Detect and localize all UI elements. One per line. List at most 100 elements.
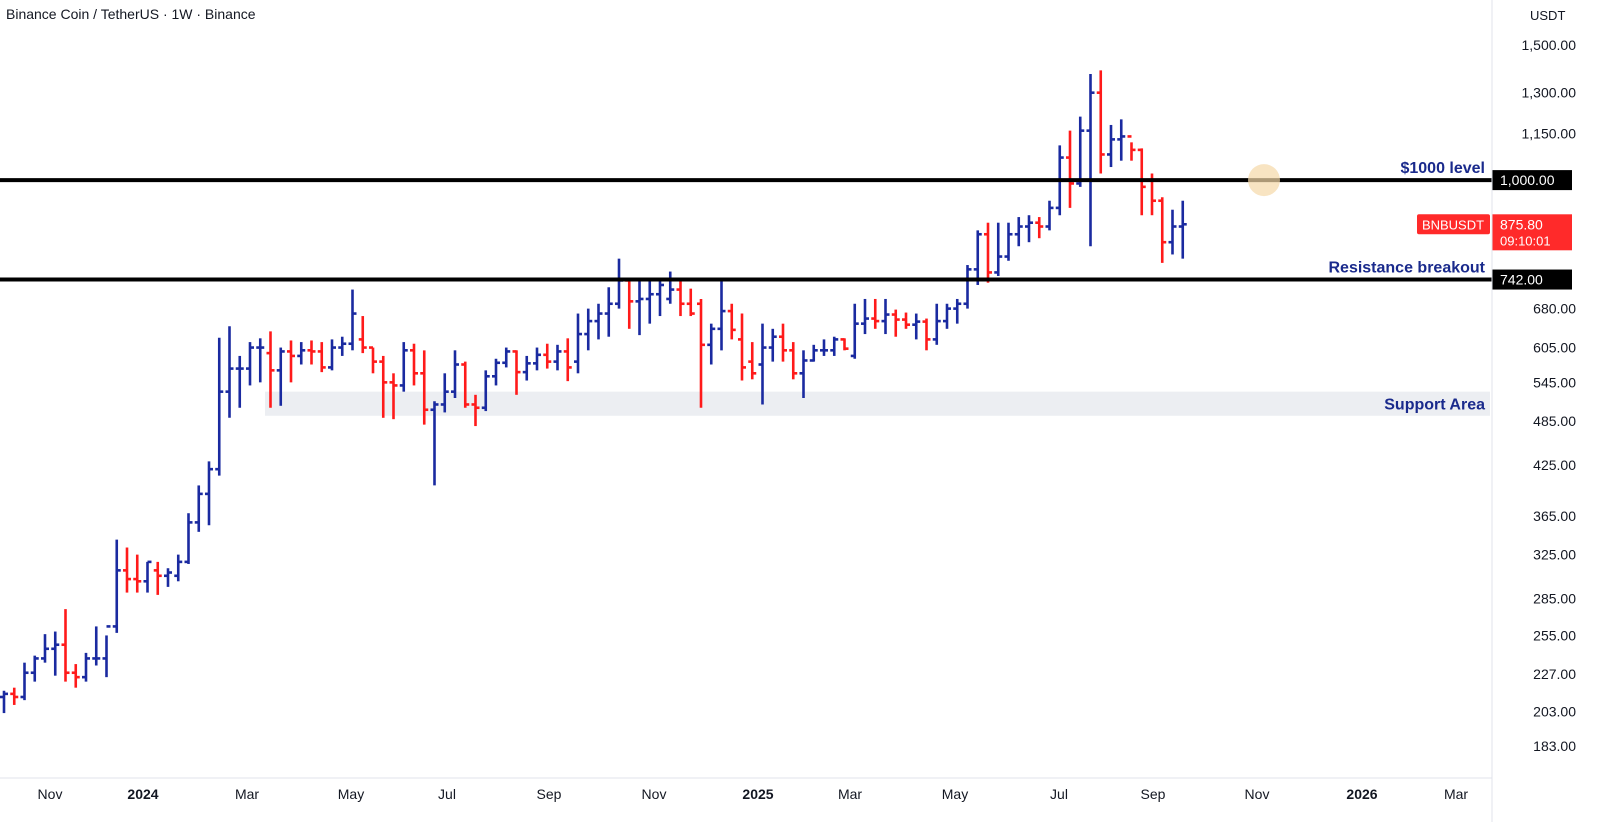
ohlc-bar <box>348 289 357 351</box>
ohlc-bar <box>30 655 39 682</box>
price-tick-label: 183.00 <box>1533 738 1576 754</box>
ohlc-bar <box>840 338 849 351</box>
time-tick-label: May <box>338 786 364 802</box>
ohlc-bar <box>358 316 367 354</box>
ohlc-bar <box>768 328 777 362</box>
ohlc-bar <box>287 340 295 383</box>
ohlc-bar <box>1178 200 1187 259</box>
ohlc-bar <box>563 338 572 382</box>
ohlc-bar <box>758 323 767 405</box>
ohlc-bar <box>522 355 531 381</box>
level-annotation: Resistance breakout <box>1328 260 1485 277</box>
ohlc-bar <box>164 568 172 587</box>
ohlc-bar <box>430 401 439 486</box>
horizontal-levels <box>0 178 1492 282</box>
ohlc-bar <box>379 355 388 418</box>
level-price-badge: 742.00 <box>1492 269 1572 290</box>
annotations: $1000 level Resistance breakout Support Ar… <box>1328 160 1485 414</box>
ohlc-bar <box>666 271 675 304</box>
level-price-label: 742.00 <box>1500 272 1543 288</box>
price-tick-label: 680.00 <box>1533 301 1576 317</box>
ohlc-bar <box>1014 217 1023 247</box>
ohlc-bar <box>1096 70 1105 174</box>
time-tick-label: Sep <box>537 786 562 802</box>
ohlc-bar <box>789 342 798 380</box>
time-tick-label: Nov <box>1245 786 1270 802</box>
ohlc-bar <box>584 308 593 351</box>
ohlc-bar <box>574 313 582 374</box>
ohlc-bar <box>820 339 828 356</box>
ohlc-bar <box>809 344 818 362</box>
ohlc-bar <box>932 303 941 345</box>
ohlc-bar <box>235 355 244 408</box>
ohlc-bar <box>953 298 962 324</box>
ohlc-bar <box>1158 197 1167 263</box>
ohlc-bar <box>410 343 418 386</box>
price-tick-label: 325.00 <box>1533 547 1576 563</box>
ohlc-bar <box>256 338 265 383</box>
ohlc-bar <box>71 664 80 688</box>
ohlc-bar <box>471 394 480 427</box>
symbol-badge: BNBUSDT <box>1417 214 1490 235</box>
ohlc-bar <box>112 539 121 633</box>
time-tick-label: Sep <box>1141 786 1166 802</box>
time-tick-label: Nov <box>642 786 667 802</box>
ohlc-bar <box>317 342 326 373</box>
ohlc-bar <box>266 331 275 408</box>
ohlc-bar <box>881 298 890 335</box>
ohlc-bar <box>225 326 234 418</box>
time-axis[interactable]: Nov 2024 Mar May Jul Sep Nov 2025 Mar May Jul Sep No… <box>38 786 1469 802</box>
time-tick-label: Mar <box>1444 786 1468 802</box>
ohlc-bar <box>1076 116 1085 187</box>
ohlc-bar <box>502 347 511 368</box>
ohlc-bar <box>902 312 910 329</box>
ohlc-bar <box>676 280 685 317</box>
bar-countdown-label: 09:10:01 <box>1500 233 1551 248</box>
ohlc-bar <box>1004 222 1013 261</box>
currency-label: USDT <box>1530 8 1566 23</box>
ohlc-bar <box>307 340 316 365</box>
ohlc-bar <box>779 323 787 362</box>
ohlc-bar <box>686 288 695 317</box>
ohlc-bar <box>625 279 634 329</box>
price-tick-label: 1,150.00 <box>1522 126 1577 142</box>
support-area-band <box>265 391 1490 416</box>
ohlc-bar <box>1045 200 1054 231</box>
ohlc-bar <box>891 309 900 337</box>
price-axis[interactable]: 1,000.00 742.00 1,500.00 1,300.00 1,150.00 68… <box>1417 37 1576 754</box>
price-tick-label: 365.00 <box>1533 508 1576 524</box>
ohlc-bar <box>10 687 19 705</box>
ohlc-bar <box>1086 73 1095 247</box>
ohlc-bar <box>553 344 562 371</box>
ohlc-bar <box>133 554 142 593</box>
time-tick-label: Jul <box>1050 786 1068 802</box>
ohlc-bar <box>1107 124 1115 168</box>
time-tick-label: May <box>942 786 968 802</box>
ohlc-bar <box>912 313 921 340</box>
ohlc-bar <box>635 278 644 336</box>
price-tick-label: 227.00 <box>1533 666 1576 682</box>
symbol-label: BNBUSDT <box>1422 217 1484 232</box>
ohlc-bar <box>246 342 254 386</box>
price-tick-label: 425.00 <box>1533 457 1576 473</box>
ohlc-bar <box>61 609 70 682</box>
ohlc-bar <box>973 230 982 285</box>
level-price-badge: 1,000.00 <box>1492 170 1572 191</box>
price-tick-label: 545.00 <box>1533 374 1576 390</box>
ohlc-bar <box>123 547 131 593</box>
ohlc-bar <box>205 461 213 526</box>
ohlc-bar <box>994 222 1003 276</box>
ohlc-bar <box>1066 130 1074 208</box>
ohlc-bar <box>153 561 162 595</box>
ohlc-bar <box>451 350 459 399</box>
ohlc-bar <box>492 358 500 386</box>
ohlc-bar <box>461 361 470 408</box>
ohlc-bar <box>328 339 336 371</box>
time-tick-label: 2025 <box>742 786 773 802</box>
time-tick-label: Mar <box>838 786 862 802</box>
ohlc-bar <box>799 350 808 399</box>
ohlc-bar <box>922 318 931 351</box>
support-area-label: Support Area <box>1384 397 1485 414</box>
ohlc-bar <box>984 222 992 283</box>
